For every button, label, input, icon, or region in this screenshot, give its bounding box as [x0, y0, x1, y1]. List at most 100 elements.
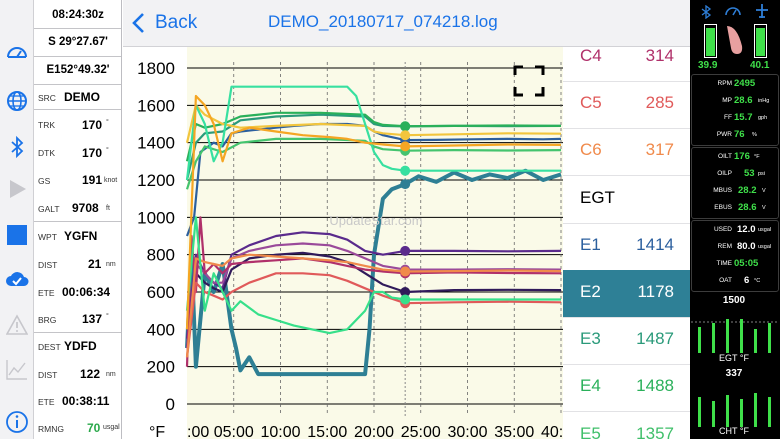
- ebus-unit: V: [762, 205, 766, 211]
- y-tick-label: 600: [147, 283, 175, 302]
- cursor-dot-e6: [400, 130, 411, 141]
- channel-row-c5[interactable]: C5 285: [563, 81, 690, 130]
- ff-value: 15.7: [734, 112, 753, 123]
- rem-label: REM: [717, 243, 732, 250]
- fuel-tank-right: [754, 24, 767, 58]
- rpm-value: 2495: [734, 78, 756, 89]
- channel-name: E4: [580, 376, 601, 396]
- top-bar: Back DEMO_20180717_074218.log: [123, 0, 690, 47]
- channel-name: E2: [580, 282, 601, 301]
- channel-value: 285: [645, 93, 674, 113]
- channel-row-c4[interactable]: C4 314: [563, 47, 690, 82]
- channel-table: C4 314 C5 285 C6 317 EGT E1 1414 E2 1178 E3 1487 E4 14…: [563, 47, 690, 439]
- channel-row-e4[interactable]: E4 1488: [563, 364, 690, 413]
- x-tick-label: 05:00: [214, 424, 254, 439]
- egt-caption: EGT °F: [719, 353, 749, 363]
- bluetooth-icon[interactable]: [0, 130, 34, 164]
- oilt-unit: °F: [754, 154, 760, 160]
- brg-label: BRG: [38, 315, 57, 325]
- fullscreen-icon[interactable]: [513, 65, 545, 97]
- dist2-unit: nm: [106, 371, 116, 378]
- used-label: USED: [713, 226, 732, 233]
- stop-icon[interactable]: [0, 218, 34, 252]
- engine-box: RPM 2495 MP 28.6 inHg FF 15.7 gph PWR 76…: [691, 74, 779, 146]
- galt-value: 9708: [72, 201, 99, 215]
- mp-label: MP: [722, 97, 732, 104]
- y-unit-label: °F: [149, 424, 165, 439]
- brg-value: 137: [82, 312, 103, 326]
- rem-value: 80.0: [737, 241, 756, 252]
- used-unit: usgal: [758, 227, 772, 233]
- channel-row-e5[interactable]: E5 1357: [563, 412, 690, 439]
- x-tick-label: 15:00: [307, 424, 347, 439]
- ete2-value: 00:38:11: [62, 394, 110, 408]
- cursor-dot-e2: [400, 179, 411, 190]
- airplane-icon: [756, 4, 768, 18]
- channel-row-e1[interactable]: E1 1414: [563, 223, 690, 271]
- icon-rail: [0, 0, 34, 439]
- mbus-unit: V: [762, 188, 766, 194]
- rpm-label: RPM: [717, 80, 732, 87]
- nav-data-column: 08:24:30z S 29°27.67' E152°49.32' SRC DE…: [34, 0, 122, 439]
- warning-icon[interactable]: [0, 308, 34, 342]
- channel-name: C4: [580, 47, 602, 65]
- wpt-value: YGFN: [64, 229, 98, 243]
- info-icon[interactable]: [0, 405, 34, 439]
- dist-unit: nm: [106, 261, 116, 268]
- x-tick-label: :00: [187, 424, 209, 439]
- x-tick-label: 35:00: [494, 424, 534, 439]
- dest-value: YDFD: [64, 339, 97, 353]
- ete2-label: ETE: [38, 397, 55, 407]
- cursor-dot-e4: [400, 121, 411, 132]
- oat-label: OAT: [719, 277, 732, 284]
- ebus-label: EBUS: [714, 204, 732, 211]
- gauge-icon[interactable]: [0, 36, 34, 70]
- pwr-label: PWR: [716, 131, 732, 138]
- brg-unit: °: [106, 313, 109, 320]
- channel-row-egt[interactable]: EGT: [563, 176, 690, 224]
- cursor-dot-c1: [400, 245, 411, 256]
- rmng-value: 70: [87, 421, 101, 435]
- fuel-left-value: 39.9: [698, 60, 718, 71]
- latitude: S 29°27.67': [48, 36, 108, 48]
- dtk-value: 170: [82, 146, 103, 160]
- cloud-check-icon[interactable]: [0, 262, 34, 296]
- mp-value: 28.6: [734, 95, 753, 106]
- watermark: UpdateStar.com: [329, 213, 422, 228]
- x-tick-label: 30:00: [447, 424, 487, 439]
- ff-unit: gph: [758, 115, 768, 121]
- cursor-dot-f-orange: [400, 141, 411, 152]
- fuel-pointer-icon: [727, 26, 743, 54]
- series-line-c6: [185, 253, 562, 358]
- back-button[interactable]: Back: [131, 9, 197, 37]
- dist-label: DIST: [38, 260, 58, 270]
- globe-icon[interactable]: [0, 84, 34, 118]
- gs-label: GS: [38, 176, 51, 186]
- channel-row-e2[interactable]: E2 1178: [563, 270, 690, 318]
- time-label: TIME: [716, 260, 732, 267]
- galt-unit: ft: [106, 205, 110, 212]
- trk-unit: °: [106, 119, 109, 126]
- mp-unit: inHg: [758, 98, 770, 104]
- x-tick-label: 20:00: [354, 424, 394, 439]
- gs-unit: knot: [104, 177, 118, 184]
- chart-icon[interactable]: [0, 352, 34, 386]
- src-value: DEMO: [64, 90, 100, 104]
- channel-value: 1414: [636, 234, 674, 254]
- fuel-tank-left: [704, 24, 717, 58]
- engine-panel: 39.9 40.1 RPM 2495 MP 28.6 inHg FF 15.7 …: [690, 0, 780, 439]
- rem-unit: usgal: [758, 244, 772, 250]
- channel-row-e3[interactable]: E3 1487: [563, 317, 690, 366]
- log-file-title: DEMO_20180717_074218.log: [268, 12, 498, 31]
- dtk-unit: °: [106, 147, 109, 154]
- channel-row-c6[interactable]: C6 317: [563, 128, 690, 177]
- pwr-value: 76: [734, 129, 745, 140]
- egt-chart[interactable]: 0 200 400 600 800 1000 1200 1400 1600 1800:00 05:0…: [123, 47, 563, 439]
- y-tick-label: 1200: [137, 171, 175, 190]
- mbus-label: MBUS: [713, 187, 732, 194]
- longitude: E152°49.32': [46, 64, 110, 76]
- channel-name: E5: [580, 423, 601, 439]
- play-icon[interactable]: [0, 172, 34, 206]
- cursor-dot-c6: [400, 266, 411, 277]
- series-line-e5: [185, 137, 562, 190]
